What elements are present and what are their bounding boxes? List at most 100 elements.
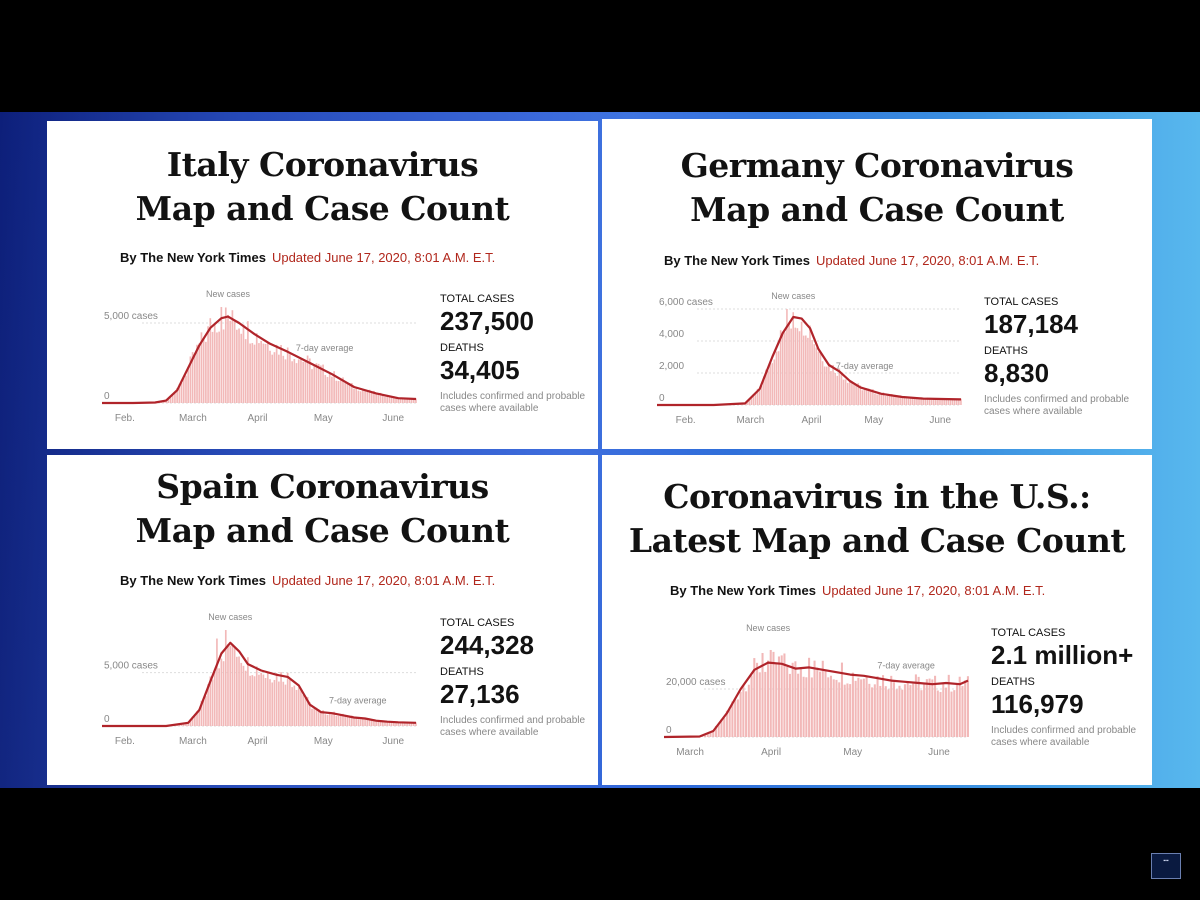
bar (176, 387, 178, 403)
headline-line-1: Italy Coronavirus (166, 145, 479, 184)
bar (311, 708, 313, 726)
bar (324, 374, 327, 403)
bar (379, 392, 382, 403)
byline-updated: Updated June 17, 2020, 8:01 A.M. E.T. (271, 573, 496, 588)
bar (350, 715, 353, 726)
bar (966, 676, 969, 737)
bar (784, 332, 786, 405)
byline-author: By The New York Times (120, 573, 266, 588)
headline-line-2: Map and Case Count (690, 190, 1064, 229)
x-axis: Feb. March April May June (115, 413, 405, 424)
bar (756, 388, 759, 405)
bar (810, 677, 813, 737)
bar (709, 731, 712, 737)
bar (220, 307, 223, 403)
bar (834, 372, 836, 405)
total-cases-value: 237,500 (440, 306, 534, 336)
bar (244, 339, 247, 403)
bar (187, 722, 190, 726)
bar (767, 370, 769, 405)
x-tick-label: Feb. (115, 413, 135, 424)
bar (253, 676, 256, 726)
bar (846, 683, 849, 737)
bar (813, 660, 816, 737)
headline-line-2: Map and Case Count (135, 511, 510, 550)
bar (410, 723, 413, 726)
bar (308, 702, 311, 726)
bar (388, 722, 391, 726)
bar (920, 397, 922, 405)
bar (390, 722, 393, 726)
bar (763, 376, 765, 405)
bar (932, 398, 935, 405)
bar (379, 720, 382, 726)
deaths-label: DEATHS (440, 342, 484, 354)
series-line-7-day-average (664, 661, 969, 739)
panel-spain: Spain Coronavirus Map and Case Count By … (47, 455, 598, 785)
bar (865, 387, 868, 405)
annotation-new-cases: New cases (771, 291, 816, 301)
bar (362, 389, 364, 403)
bar (813, 344, 815, 405)
bar (275, 673, 278, 726)
bar (816, 667, 819, 737)
x-tick-label: June (929, 415, 951, 426)
bar (750, 675, 753, 737)
bar (191, 352, 194, 403)
deaths-label: DEATHS (984, 345, 1028, 357)
bar (895, 689, 898, 737)
bar (368, 389, 371, 403)
byline-author: By The New York Times (664, 253, 810, 268)
bar (920, 690, 923, 737)
bar (736, 699, 739, 737)
y-tick-label: 5,000 cases (104, 661, 158, 672)
x-tick-label: June (928, 747, 950, 758)
bar (739, 691, 742, 737)
bar (320, 365, 322, 403)
bar (931, 679, 934, 737)
bar (907, 398, 910, 405)
bar (337, 715, 340, 726)
note: Includes confirmed and probable cases wh… (440, 715, 586, 738)
bar (302, 361, 304, 403)
bar (802, 335, 805, 405)
bar (887, 689, 890, 737)
bar (348, 715, 351, 726)
bar (306, 355, 309, 403)
bar (326, 376, 329, 403)
bar (951, 399, 954, 405)
bar (712, 731, 715, 737)
bar (851, 382, 853, 405)
bar (947, 398, 950, 405)
total-cases-label: TOTAL CASES (440, 293, 515, 305)
bar (800, 321, 803, 405)
x-tick-label: May (314, 736, 333, 747)
bar (769, 362, 771, 405)
bar (364, 718, 366, 726)
x-axis: March April May June (676, 747, 950, 758)
bar (880, 394, 883, 405)
panel-germany: Germany Coronavirus Map and Case Count B… (602, 119, 1152, 449)
bar (229, 320, 232, 403)
bar (269, 679, 271, 726)
bar (766, 660, 770, 737)
deaths-value: 8,830 (984, 358, 1050, 388)
bar (200, 332, 203, 403)
bars (167, 630, 417, 726)
gridlines: 0 5,000 cases (104, 311, 416, 404)
bar (373, 390, 375, 403)
bar (393, 396, 395, 403)
bar (953, 690, 956, 737)
bar (213, 323, 216, 403)
bar (211, 331, 214, 403)
bar (415, 722, 417, 726)
bar (247, 657, 249, 726)
bar (960, 398, 962, 405)
bar (366, 719, 369, 726)
bar (937, 399, 939, 405)
bar (335, 380, 338, 403)
bar (792, 312, 795, 405)
bar (236, 329, 238, 403)
bar (892, 682, 896, 737)
y-tick-label: 0 (659, 393, 665, 404)
